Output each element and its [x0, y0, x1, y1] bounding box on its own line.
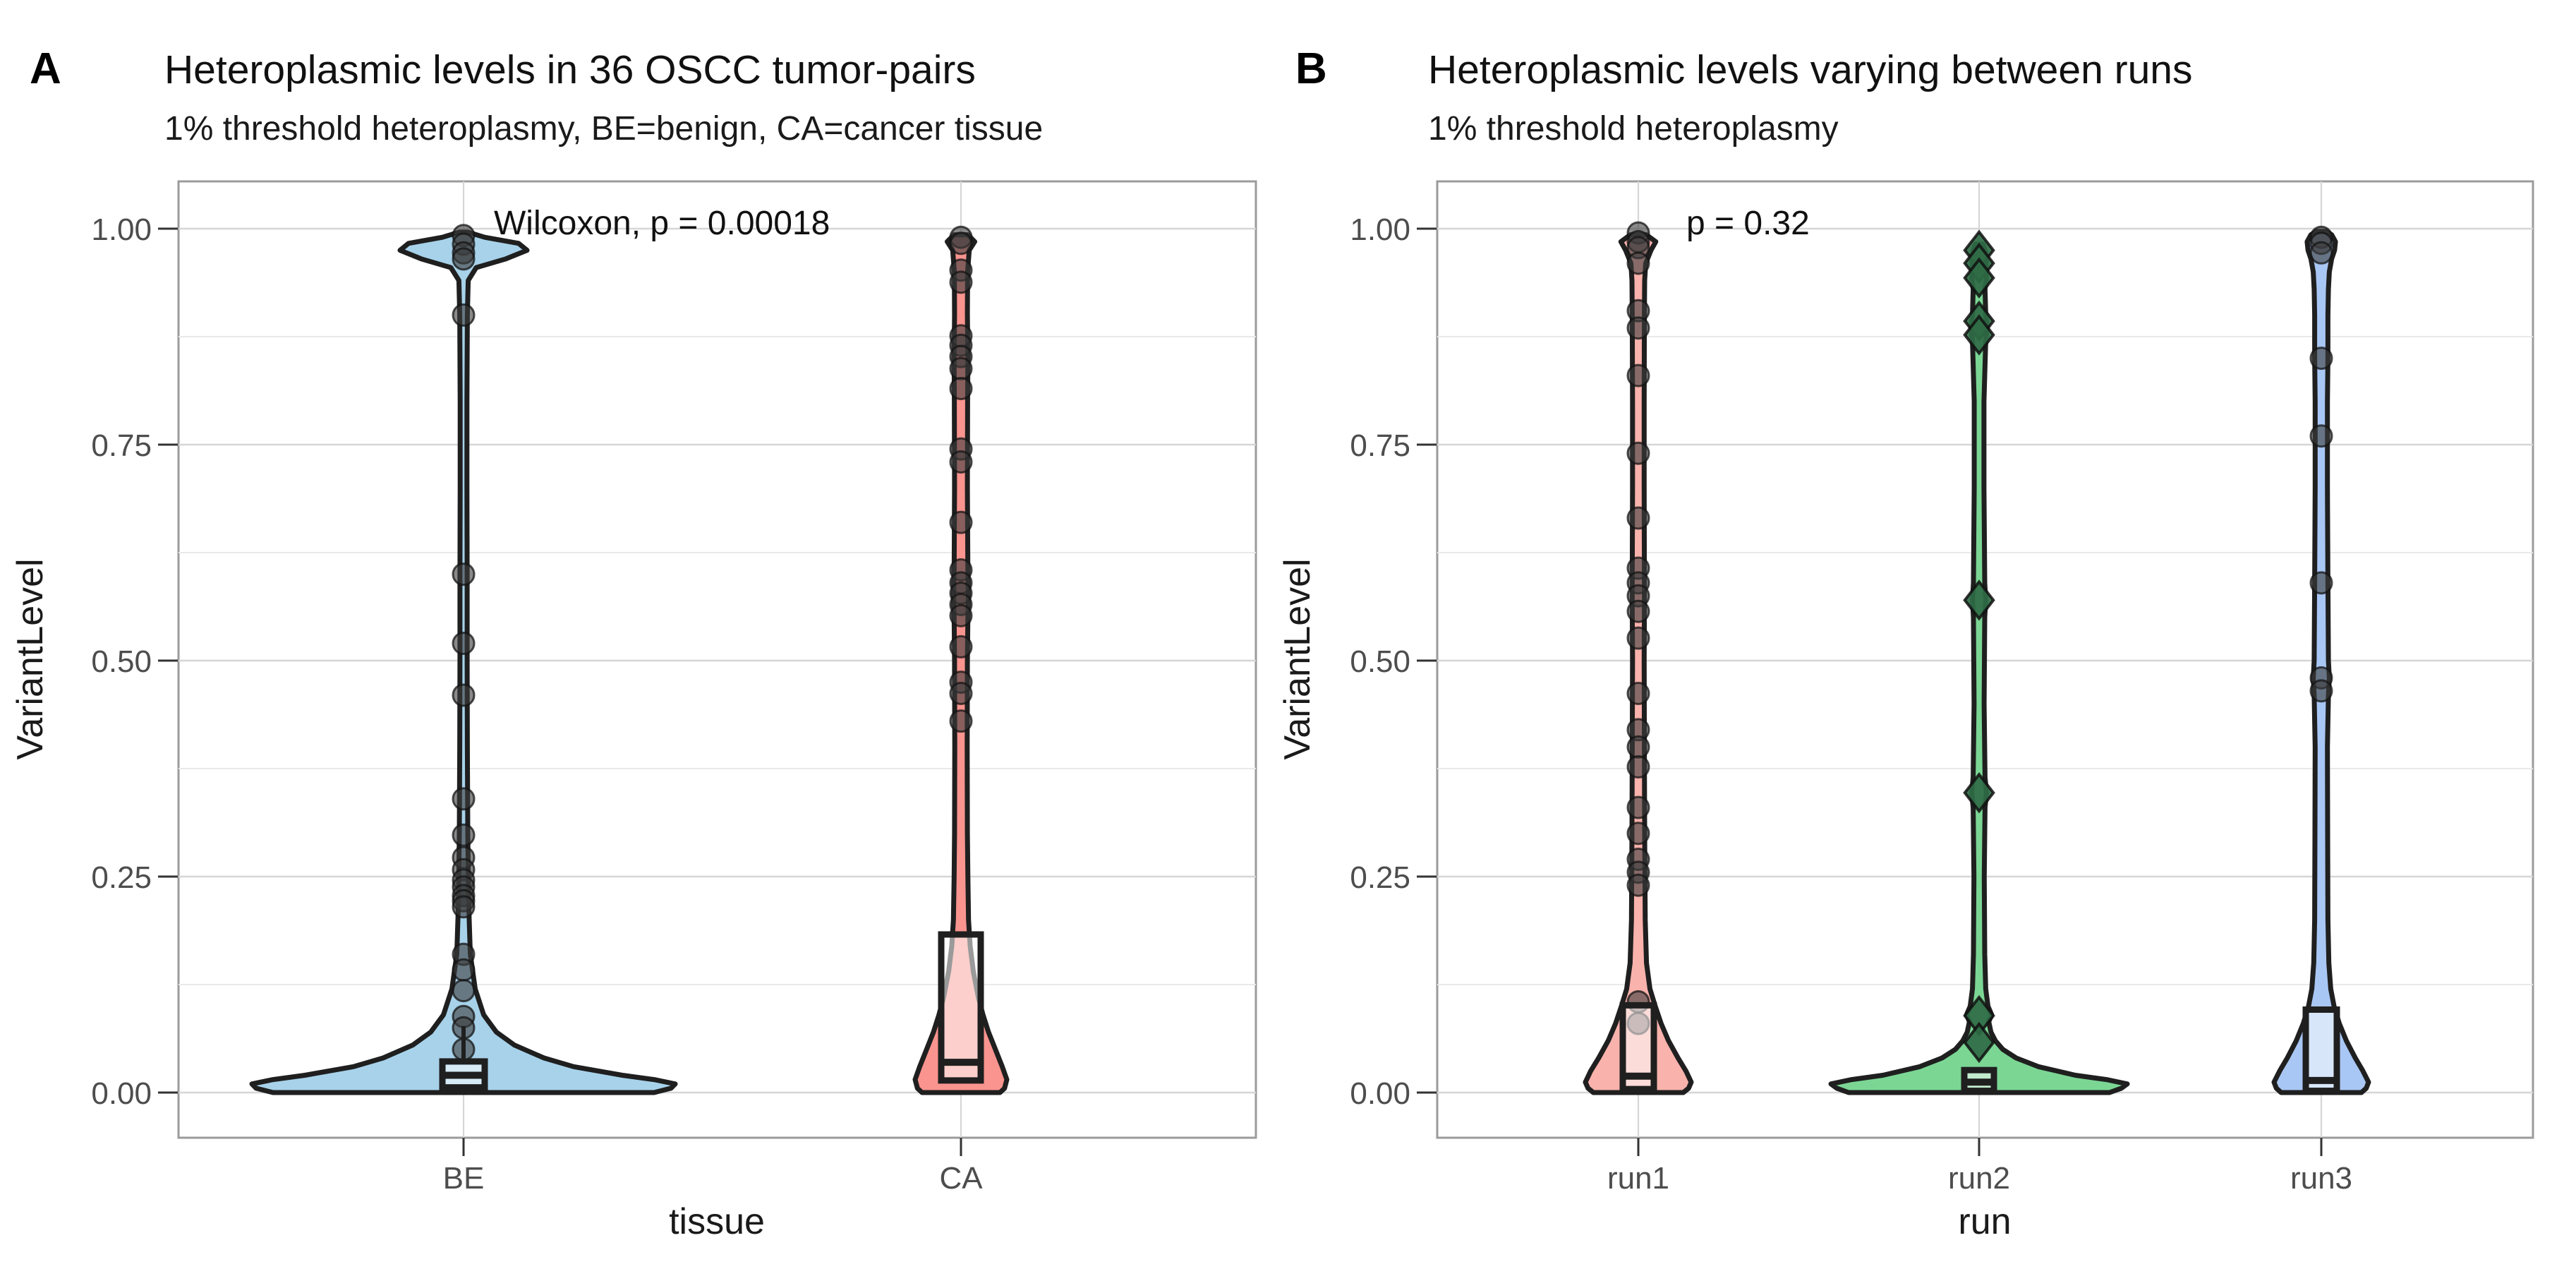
panel-a-label: A — [30, 44, 61, 93]
y-tick-label: 0.00 — [1350, 1076, 1410, 1111]
data-point-CA — [949, 231, 973, 255]
data-point-BE — [452, 683, 476, 707]
violin-BE — [249, 229, 678, 1095]
data-point-CA — [949, 709, 973, 733]
data-point-CA — [949, 510, 973, 534]
data-point-run2 — [1963, 772, 1995, 814]
panel-b-x-axis-title: run — [1958, 1201, 2011, 1242]
data-point-BE — [452, 632, 476, 656]
data-point-run2 — [1963, 257, 1995, 299]
data-point-CA — [949, 376, 973, 400]
data-point-run1 — [1626, 506, 1650, 530]
panel-b-annotation-pvalue: p = 0.32 — [1686, 205, 1810, 242]
data-point-run1 — [1626, 795, 1650, 819]
data-point-BE — [452, 823, 476, 847]
y-tick-label: 0.25 — [1350, 860, 1410, 895]
data-point-run2 — [1963, 1021, 1995, 1064]
data-point-run3 — [2309, 424, 2333, 448]
x-tick-label: CA — [939, 1161, 983, 1196]
data-point-CA — [949, 270, 973, 294]
panel-a-x-axis-title: tissue — [669, 1201, 765, 1242]
data-point-CA — [949, 356, 973, 380]
x-tick-label: run3 — [2290, 1161, 2352, 1196]
y-tick-label: 0.50 — [1350, 644, 1410, 679]
panel-b-subtitle: 1% threshold heteroplasmy — [1428, 110, 1839, 148]
data-point-run1 — [1626, 626, 1650, 650]
panel-a-subtitle: 1% threshold heteroplasmy, BE=benign, CA… — [164, 110, 1043, 148]
data-point-BE — [452, 563, 476, 587]
panel-a-annotation-wilcoxon: Wilcoxon, p = 0.00018 — [494, 205, 830, 242]
data-point-run3 — [2309, 241, 2333, 265]
data-point-run3 — [2309, 347, 2333, 371]
data-point-run1 — [1626, 363, 1650, 387]
data-point-BE — [452, 958, 476, 982]
box-CA — [938, 931, 984, 1084]
y-tick-label: 0.25 — [91, 860, 152, 895]
data-point-run1 — [1626, 755, 1650, 779]
data-point-run2 — [1963, 314, 1995, 356]
data-point-run3 — [2309, 571, 2333, 595]
panel-a-plot-area: 1.00 0.75 0.50 0.25 0.00 BE CA — [91, 180, 1257, 1196]
data-point-BE — [452, 979, 476, 1003]
data-point-run1 — [1626, 599, 1650, 623]
panel-a-y-axis-title: VariantLevel — [10, 558, 51, 759]
data-point-BE — [452, 247, 476, 271]
data-point-run1 — [1626, 441, 1650, 465]
data-point-CA — [949, 450, 973, 474]
data-point-BE — [452, 787, 476, 811]
data-point-run1 — [1626, 822, 1650, 846]
data-point-run1 — [1626, 251, 1650, 275]
y-tick-label: 0.50 — [91, 644, 152, 679]
x-tick-label: run1 — [1607, 1161, 1669, 1196]
panel-b-y-axis-title: VariantLevel — [1277, 558, 1318, 759]
data-point-run1 — [1626, 682, 1650, 706]
data-point-run2 — [1963, 579, 1995, 621]
y-tick-label: 0.00 — [91, 1076, 152, 1111]
panel-b-label: B — [1295, 44, 1327, 93]
panel-background — [177, 180, 1257, 1139]
data-point-run1 — [1626, 316, 1650, 340]
y-tick-label: 0.75 — [91, 428, 152, 463]
x-tick-label: run2 — [1948, 1161, 2010, 1196]
data-point-CA — [949, 634, 973, 658]
y-tick-label: 0.75 — [1350, 428, 1410, 463]
data-point-CA — [949, 603, 973, 627]
data-point-CA — [949, 682, 973, 706]
data-point-run3 — [2309, 679, 2333, 703]
data-point-run1 — [1626, 873, 1650, 897]
y-tick-label: 1.00 — [91, 212, 152, 247]
x-tick-label: BE — [443, 1161, 485, 1196]
panel-a-title: Heteroplasmic levels in 36 OSCC tumor-pa… — [164, 47, 976, 92]
data-point-BE — [452, 303, 476, 327]
data-point-run1 — [1626, 735, 1650, 759]
panel-b-plot-area: 1.00 0.75 0.50 0.25 0.00 run1 run2 run3 — [1350, 180, 2534, 1196]
panel-b-title: Heteroplasmic levels varying between run… — [1428, 47, 2193, 92]
data-point-BE — [452, 895, 476, 919]
y-tick-label: 1.00 — [1350, 212, 1410, 247]
